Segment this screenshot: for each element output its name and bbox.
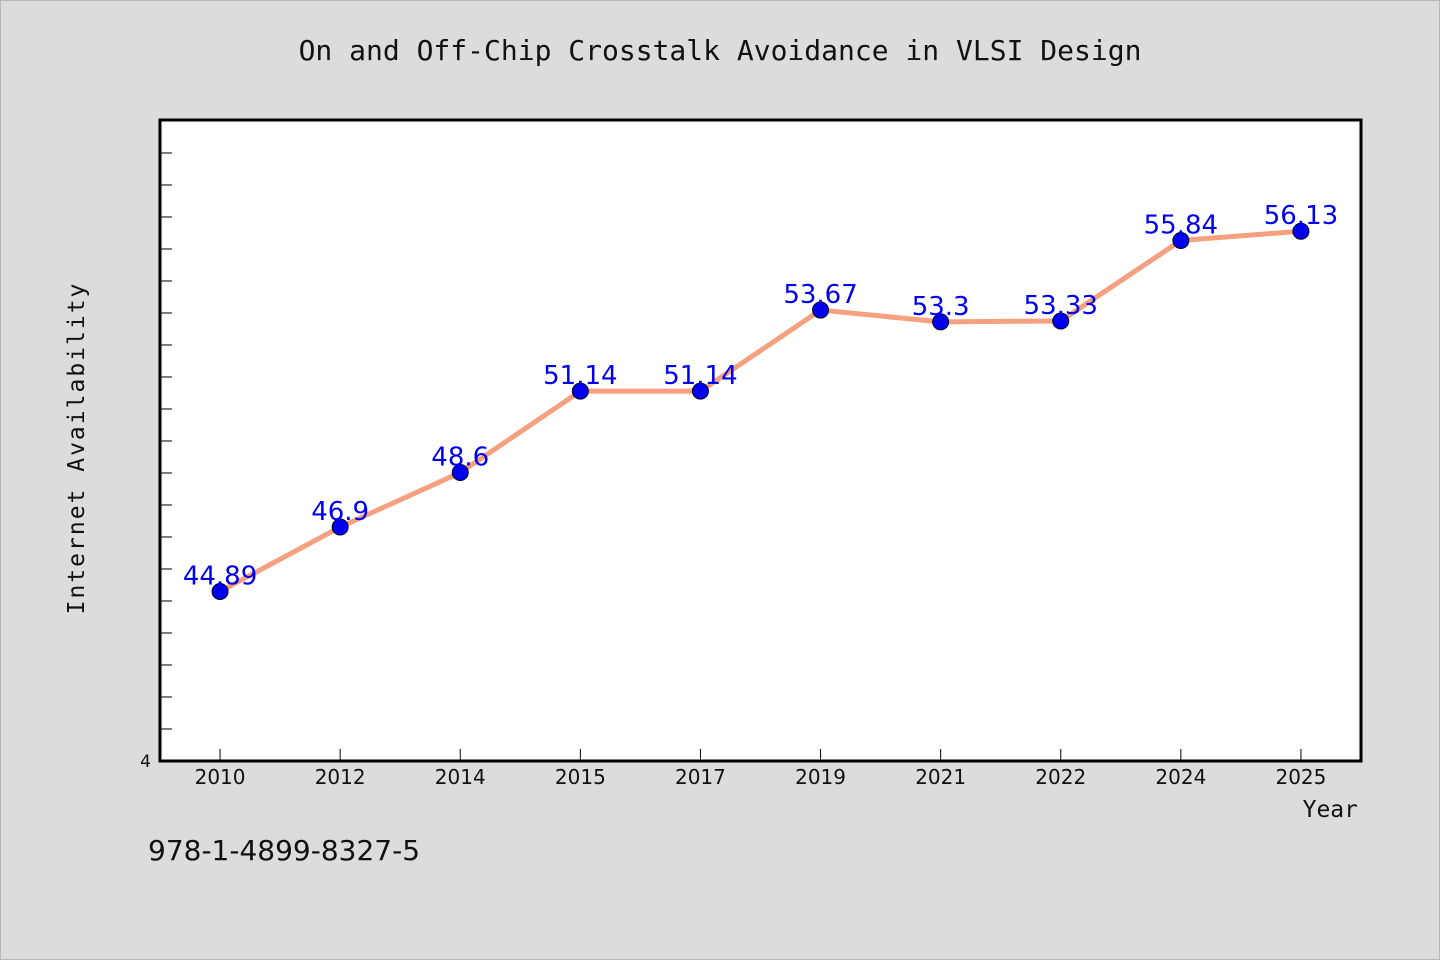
isbn-text: 978-1-4899-8327-5: [148, 834, 421, 867]
data-label: 44.89: [183, 561, 257, 591]
x-tick-label: 2021: [915, 765, 966, 789]
series-layer: 44.89 46.9 48.6 51.14 51.14 53.67 53.3 53.33 55.…: [183, 201, 1338, 600]
x-tick-label: 2025: [1275, 765, 1326, 789]
data-label: 46.9: [311, 497, 369, 527]
x-tick-label: 2019: [795, 765, 846, 789]
x-tick-label: 2014: [435, 765, 486, 789]
series-line: [217, 228, 1304, 594]
data-label: 56.13: [1264, 201, 1338, 231]
x-tick-label: 2010: [195, 765, 246, 789]
x-tick-label: 2012: [315, 765, 366, 789]
x-axis-ticks: 2010 2012 2014 2015 2017 2019 2021 2022 2024 2025: [195, 749, 1326, 789]
data-point: [812, 301, 830, 319]
x-tick-label: 2015: [555, 765, 606, 789]
data-point: [211, 582, 229, 600]
data-label: 55.84: [1144, 211, 1218, 241]
data-label: 51.14: [663, 361, 737, 391]
data-label: 53.33: [1024, 291, 1098, 321]
data-point: [331, 518, 349, 536]
data-point: [1052, 312, 1070, 330]
data-label: 51.14: [543, 361, 617, 391]
data-label: 53.3: [912, 292, 970, 322]
x-tick-label: 2017: [675, 765, 726, 789]
data-point: [932, 313, 950, 331]
data-point: [1172, 232, 1190, 250]
data-point: [571, 382, 589, 400]
data-label: 48.6: [431, 443, 489, 473]
data-point: [691, 382, 709, 400]
x-tick-label: 2022: [1035, 765, 1086, 789]
data-label: 53.67: [783, 280, 857, 310]
data-point: [451, 464, 469, 482]
y-axis-label: Internet Availability: [64, 282, 90, 615]
plot-area: [158, 118, 1363, 763]
x-tick-label: 2024: [1155, 765, 1206, 789]
chart-title: On and Off-Chip Crosstalk Avoidance in V…: [298, 34, 1142, 67]
x-axis-label: Year: [1303, 797, 1358, 823]
data-point: [1292, 222, 1310, 240]
y-axis-ticks: [160, 152, 172, 762]
y-tick-label: 4: [140, 752, 151, 772]
